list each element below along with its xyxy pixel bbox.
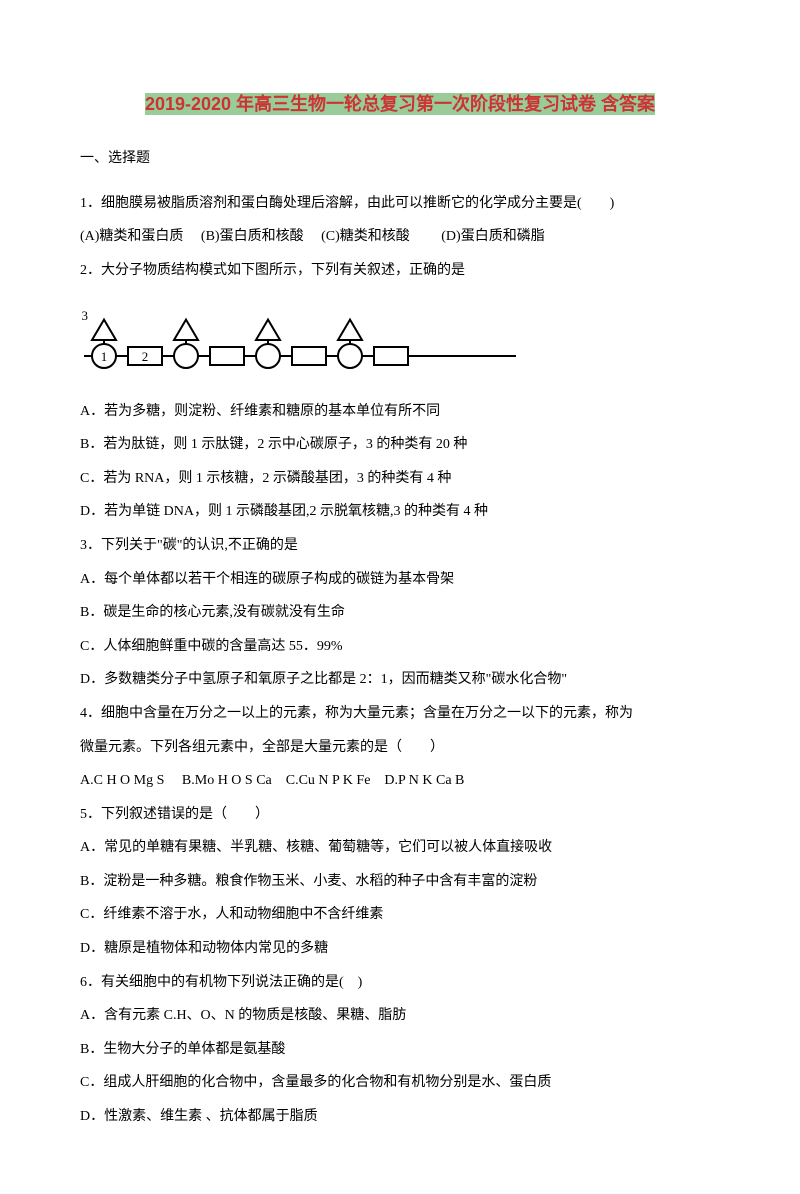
q2-opt-b: B．若为肽链，则 1 示肽键，2 示中心碳原子，3 的种类有 20 种 bbox=[80, 428, 720, 462]
molecule-diagram: 1 3 2 bbox=[80, 298, 720, 381]
svg-text:2: 2 bbox=[142, 349, 149, 364]
q4-options: A.C H O Mg S B.Mo H O S Ca C.Cu N P K Fe… bbox=[80, 764, 720, 798]
q2-opt-a: A．若为多糖，则淀粉、纤维素和糖原的基本单位有所不同 bbox=[80, 395, 720, 429]
q6-opt-b: B．生物大分子的单体都是氨基酸 bbox=[80, 1033, 720, 1067]
q5-opt-b: B．淀粉是一种多糖。粮食作物玉米、小麦、水稻的种子中含有丰富的淀粉 bbox=[80, 865, 720, 899]
svg-text:3: 3 bbox=[82, 308, 89, 323]
title-highlight: 2019-2020 年高三生物一轮总复习第一次阶段性复习试卷 含答案 bbox=[145, 93, 655, 115]
q5-stem: 5．下列叙述错误的是（ ） bbox=[80, 798, 720, 832]
q3-opt-d: D．多数糖类分子中氢原子和氧原子之比都是 2：1，因而糖类又称"碳水化合物" bbox=[80, 663, 720, 697]
q2-opt-c: C．若为 RNA，则 1 示核糖，2 示磷酸基团，3 的种类有 4 种 bbox=[80, 462, 720, 496]
q4-stem-1: 4．细胞中含量在万分之一以上的元素，称为大量元素；含量在万分之一以下的元素，称为 bbox=[80, 697, 720, 731]
q6-opt-a: A．含有元素 C.H、O、N 的物质是核酸、果糖、脂肪 bbox=[80, 999, 720, 1033]
q4-stem-2: 微量元素。下列各组元素中，全部是大量元素的是（ ） bbox=[80, 731, 720, 765]
q1-stem: 1．细胞膜易被脂质溶剂和蛋白酶处理后溶解，由此可以推断它的化学成分主要是( ) bbox=[80, 187, 720, 221]
q6-opt-d: D．性激素、维生素 、抗体都属于脂质 bbox=[80, 1100, 720, 1134]
q5-opt-a: A．常见的单糖有果糖、半乳糖、核糖、葡萄糖等，它们可以被人体直接吸收 bbox=[80, 831, 720, 865]
q5-opt-d: D．糖原是植物体和动物体内常见的多糖 bbox=[80, 932, 720, 966]
q2-stem: 2．大分子物质结构模式如下图所示，下列有关叙述，正确的是 bbox=[80, 254, 720, 288]
q5-opt-c: C．纤维素不溶于水，人和动物细胞中不含纤维素 bbox=[80, 898, 720, 932]
q3-opt-c: C．人体细胞鲜重中碳的含量高达 55．99% bbox=[80, 630, 720, 664]
q1-options: (A)糖类和蛋白质 (B)蛋白质和核酸 (C)糖类和核酸 (D)蛋白质和磷脂 bbox=[80, 220, 720, 254]
q3-stem: 3．下列关于"碳"的认识,不正确的是 bbox=[80, 529, 720, 563]
q6-stem: 6．有关细胞中的有机物下列说法正确的是( ) bbox=[80, 966, 720, 1000]
q3-opt-a: A．每个单体都以若干个相连的碳原子构成的碳链为基本骨架 bbox=[80, 563, 720, 597]
section-1-header: 一、选择题 bbox=[80, 144, 720, 175]
q6-opt-c: C．组成人肝细胞的化合物中，含量最多的化合物和有机物分别是水、蛋白质 bbox=[80, 1066, 720, 1100]
page-title: 2019-2020 年高三生物一轮总复习第一次阶段性复习试卷 含答案 bbox=[80, 90, 720, 116]
q2-opt-d: D．若为单链 DNA，则 1 示磷酸基团,2 示脱氧核糖,3 的种类有 4 种 bbox=[80, 495, 720, 529]
q3-opt-b: B．碳是生命的核心元素,没有碳就没有生命 bbox=[80, 596, 720, 630]
svg-text:1: 1 bbox=[101, 349, 108, 364]
